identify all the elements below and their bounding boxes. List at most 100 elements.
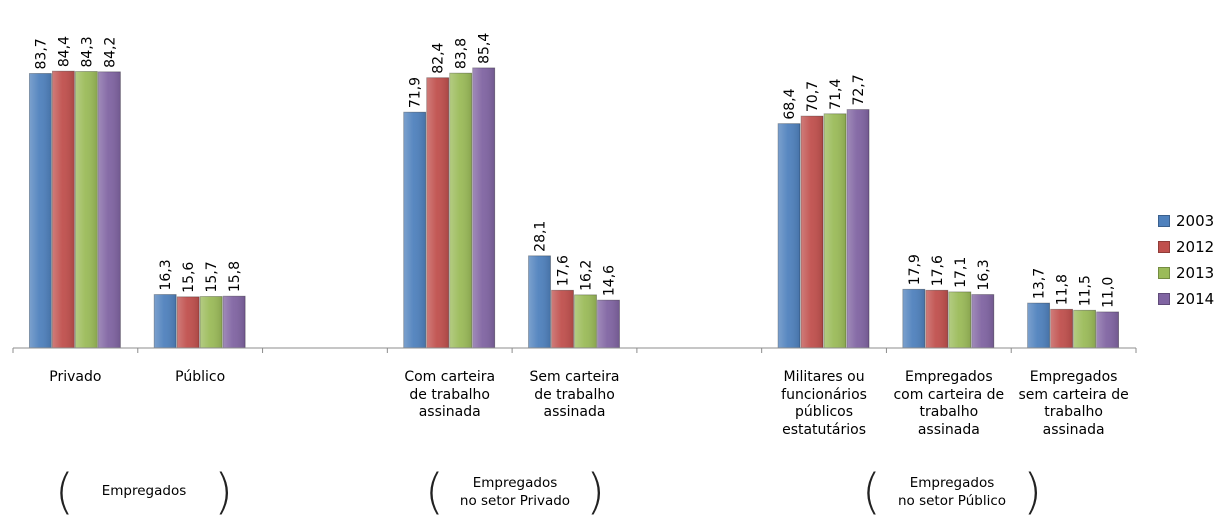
category-label-line: Privado: [49, 369, 102, 385]
category-label-line: assinada: [1042, 421, 1105, 438]
group-label-line: no setor Público: [897, 493, 1007, 509]
bar-shade: [1027, 303, 1050, 348]
data-label: 71,4: [828, 79, 844, 110]
category-label-line: assinada: [543, 404, 606, 420]
right-bracket-icon: ): [586, 464, 605, 520]
category-label: Privado: [5, 369, 145, 387]
data-label: 83,7: [33, 38, 49, 69]
data-label: 70,7: [805, 81, 821, 112]
category-label-line: Militares ou: [783, 369, 865, 385]
bar-shade: [1050, 309, 1073, 348]
bar-shade: [948, 291, 971, 348]
data-label: 85,4: [477, 33, 493, 64]
data-label: 82,4: [431, 42, 447, 73]
category-label-line: Sem carteira: [529, 369, 620, 385]
group-label: (Empregados no setor Privado): [425, 468, 605, 516]
left-bracket-icon: (: [862, 464, 881, 520]
category-label: Empregados com carteira de trabalho assinad…: [879, 369, 1019, 439]
category-label-line: trabalho: [1044, 404, 1103, 420]
bar-shade: [403, 112, 426, 348]
data-label: 17,6: [930, 255, 946, 286]
bar-shade: [29, 73, 52, 349]
bar-shade: [154, 294, 177, 348]
data-label: 17,1: [953, 257, 969, 288]
category-label-line: trabalho: [919, 404, 979, 420]
category-label: Público: [130, 369, 270, 387]
bar-shade: [1073, 310, 1096, 348]
category-label-line: com carteira de: [893, 386, 1005, 403]
bar-shade: [200, 296, 223, 348]
legend-swatch: [1158, 267, 1170, 279]
right-bracket-icon: ): [214, 464, 233, 520]
bar-shade: [75, 71, 98, 348]
category-label-line: sem carteira de: [1018, 386, 1129, 403]
data-label: 71,9: [408, 77, 424, 108]
data-label: 72,7: [851, 74, 867, 105]
group-label: (Empregados no setor Público): [862, 468, 1042, 516]
data-label: 15,8: [227, 261, 243, 292]
legend-label: 2003: [1176, 212, 1215, 230]
bar-shade: [824, 113, 847, 348]
bar-shade: [847, 109, 870, 348]
category-label-line: Empregados: [905, 369, 993, 385]
bar-shade: [472, 67, 495, 348]
legend-label: 2012: [1176, 238, 1215, 256]
legend-label: 2014: [1176, 290, 1215, 308]
bar-shade: [426, 77, 449, 348]
group-label-text: Empregados: [55, 482, 233, 500]
bars-layer: [28, 67, 1120, 349]
bar-shade: [778, 123, 801, 348]
data-label: 15,6: [181, 262, 197, 293]
legend-item: 2012: [1158, 234, 1214, 260]
category-label-line: assinada: [418, 404, 481, 420]
group-label-line: Empregados: [909, 475, 995, 491]
right-bracket-icon: ): [1023, 464, 1042, 520]
group-label-line: Empregados: [101, 483, 187, 499]
category-label: Com carteira de trabalho assinada: [380, 369, 520, 422]
data-labels-layer: 83,7 84,4 84,3 84,2 16,3 15,6 15,7 15,8 71,9 82,4…: [33, 33, 1116, 308]
category-label-line: Público: [175, 369, 226, 385]
data-label: 84,2: [102, 37, 118, 68]
legend-label: 2013: [1176, 264, 1215, 282]
group-label-line: no setor Privado: [459, 493, 571, 509]
bar-shade: [801, 116, 824, 348]
data-label: 16,3: [976, 259, 992, 290]
bar-shade: [597, 300, 620, 348]
bar-shade: [551, 290, 574, 348]
bar-shade: [52, 71, 75, 348]
data-label: 16,2: [579, 260, 595, 291]
category-label-line: de trabalho: [409, 386, 490, 403]
bar-shade: [1096, 311, 1119, 348]
category-label-line: assinada: [917, 421, 980, 438]
legend-item: 2013: [1158, 260, 1214, 286]
x-axis: [12, 347, 1137, 353]
bar-shade: [98, 71, 121, 348]
legend: 2003 2012 2013 2014: [1158, 208, 1214, 312]
data-label: 13,7: [1032, 268, 1048, 299]
data-label: 11,8: [1055, 274, 1071, 305]
category-label-line: de trabalho: [534, 386, 615, 403]
group-label: (Empregados): [55, 468, 233, 516]
category-label-line: públicos estatutários: [782, 404, 866, 438]
data-label: 17,9: [907, 254, 923, 285]
bar-shade: [971, 294, 994, 348]
legend-swatch: [1158, 293, 1170, 305]
legend-item: 2003: [1158, 208, 1214, 234]
data-label: 84,3: [79, 36, 95, 67]
category-label: Empregados sem carteira de trabalho assinad…: [1004, 369, 1144, 439]
group-label-line: Empregados: [472, 475, 558, 491]
data-label: 28,1: [533, 221, 549, 252]
category-label-line: funcionários: [781, 386, 867, 403]
bar-shade: [449, 73, 472, 349]
bar-shade: [528, 255, 551, 348]
category-label: Militares ou funcionários públicos estatut…: [754, 369, 894, 439]
bar-shade: [177, 296, 200, 348]
bar-shade: [223, 296, 246, 348]
left-bracket-icon: (: [425, 464, 444, 520]
data-label: 11,0: [1101, 277, 1117, 308]
group-label-text: Empregados no setor Privado: [425, 474, 605, 510]
category-label-line: Com carteira: [404, 369, 496, 385]
bar-shade: [925, 290, 948, 348]
bar-shade: [574, 294, 597, 348]
